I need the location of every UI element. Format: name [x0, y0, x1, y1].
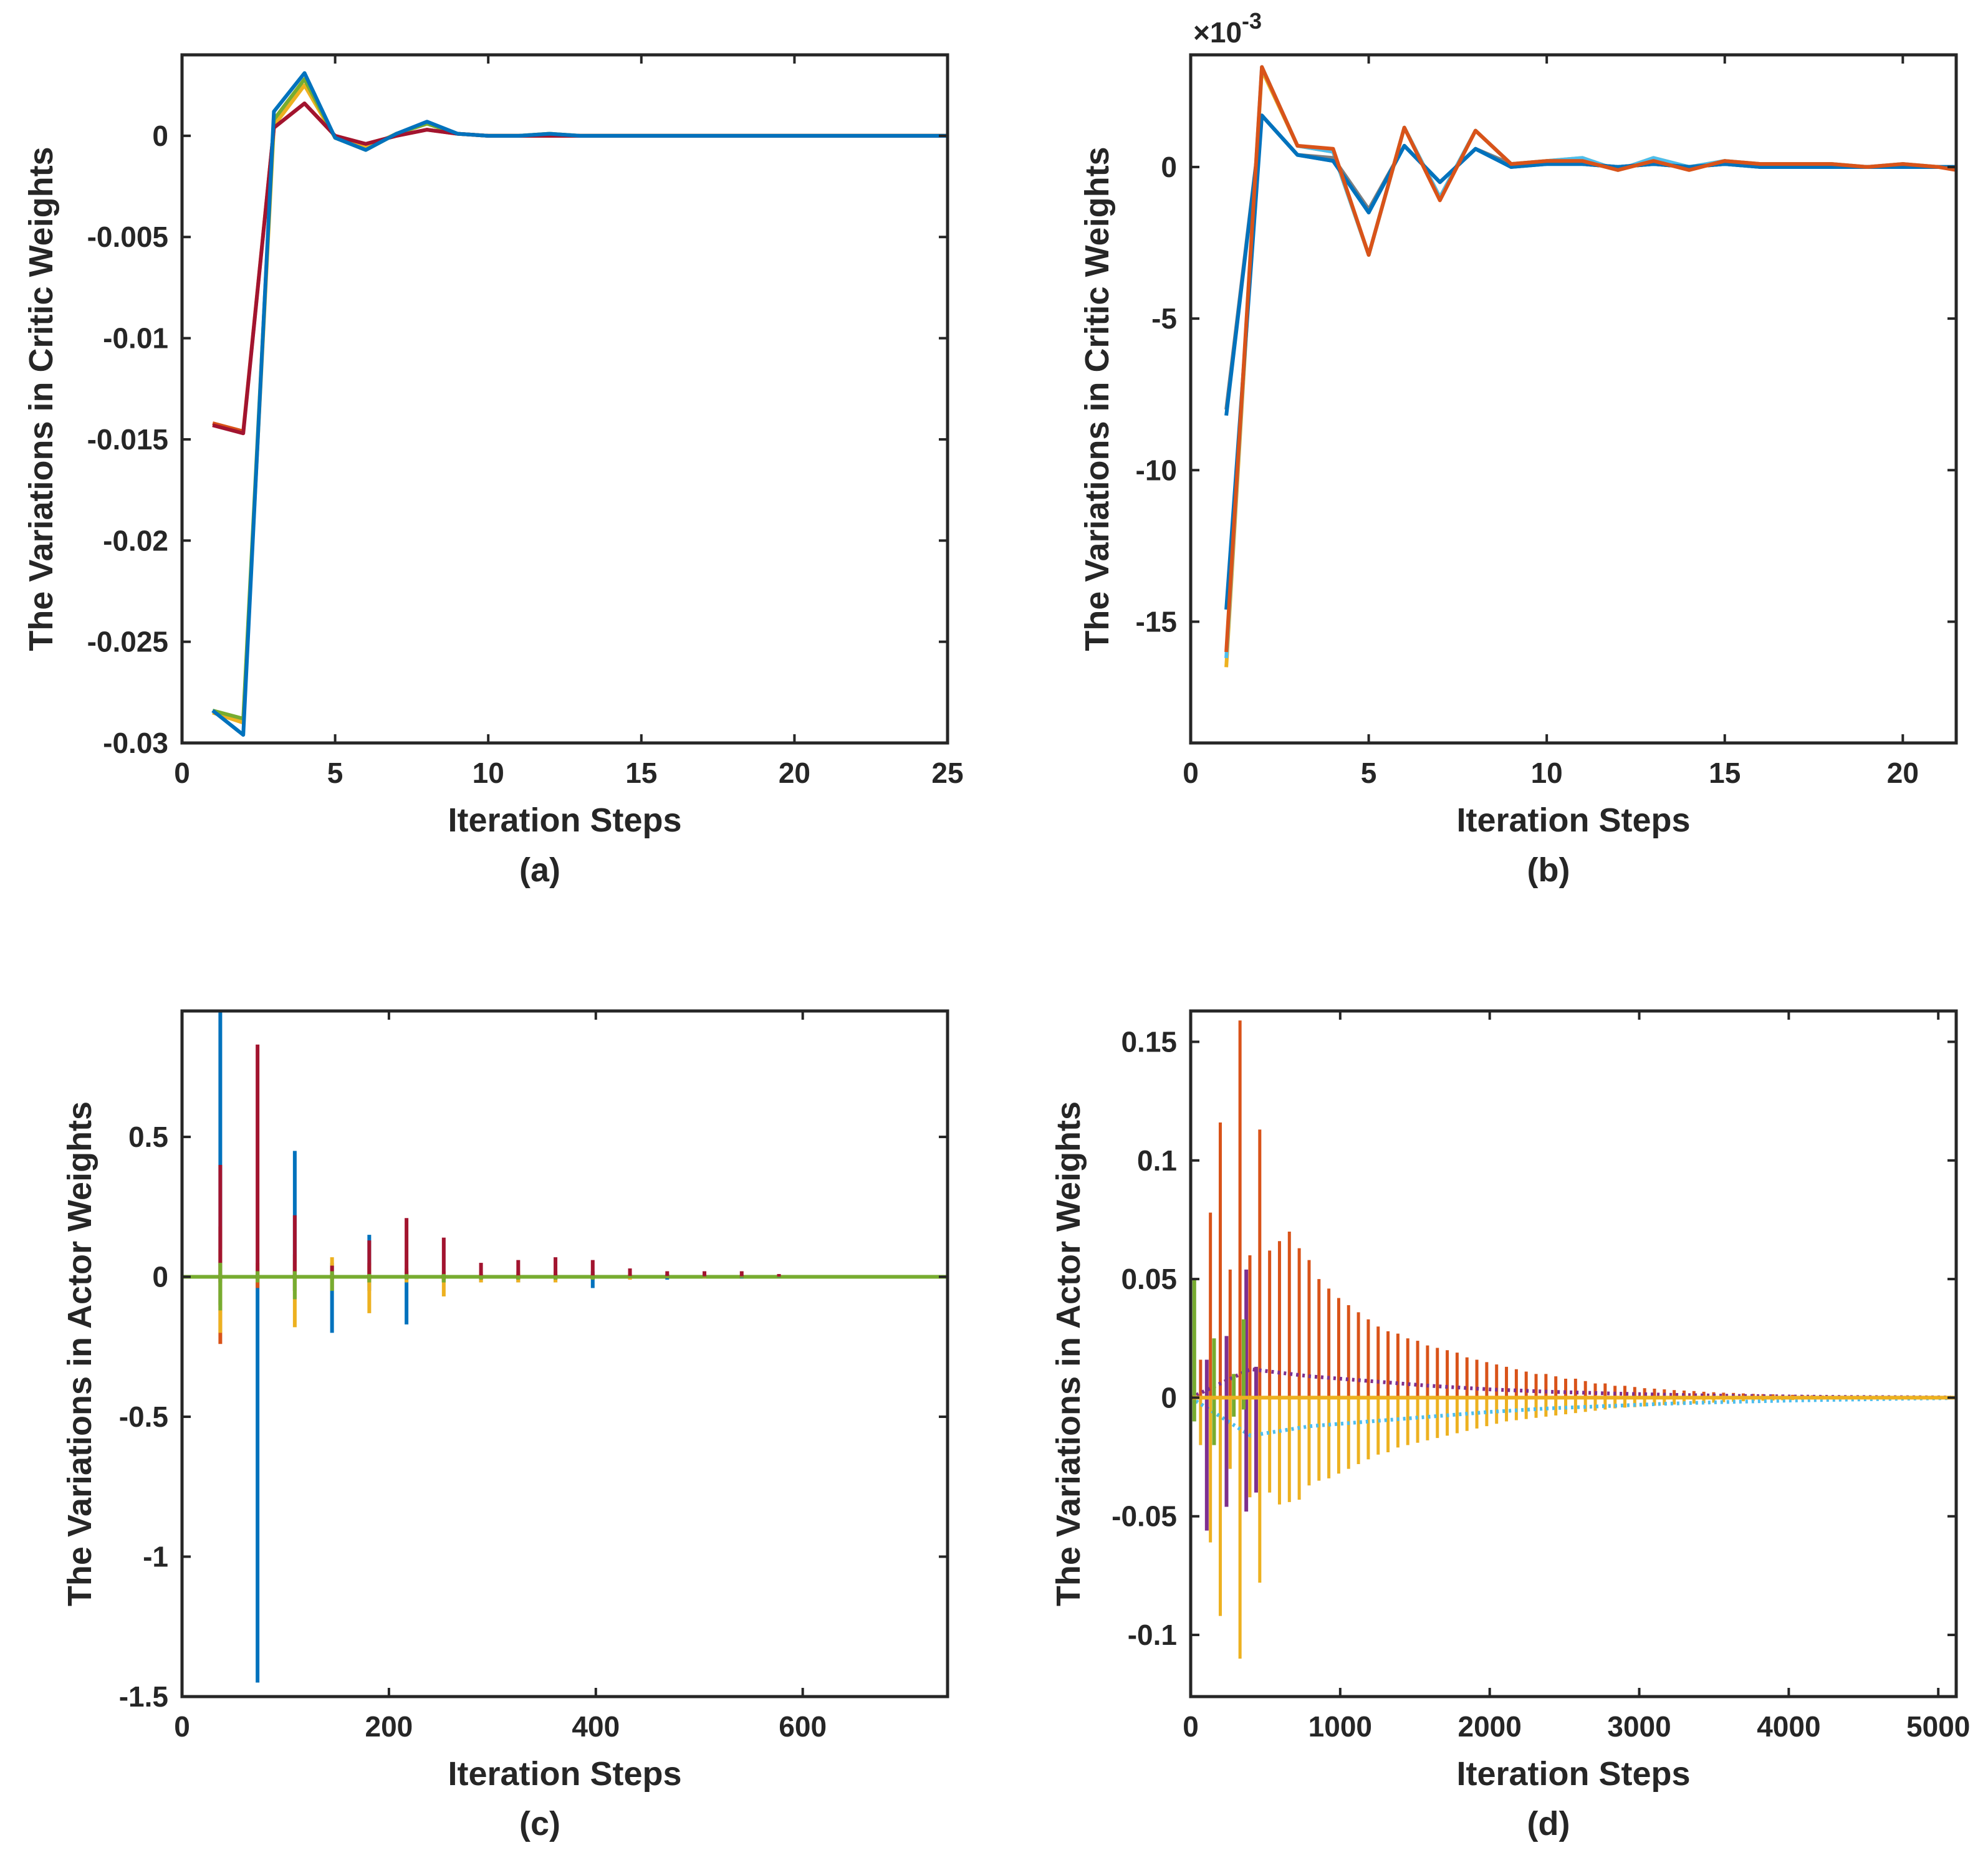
- y-axis-label-a: The Variations in Critic Weights: [22, 146, 60, 651]
- y-tick-label-c: -0.5: [119, 1401, 168, 1433]
- y-tick-label-c: 0.5: [128, 1121, 168, 1153]
- y-tick-label-a: -0.02: [103, 524, 168, 557]
- x-tick-label-b: 20: [1887, 757, 1919, 789]
- x-axis-label-d: Iteration Steps: [1456, 1755, 1690, 1793]
- y-tick-label-d: 0.05: [1121, 1263, 1177, 1295]
- y-tick-label-a: 0: [152, 120, 168, 152]
- series-line-a-w2: [212, 77, 948, 721]
- y-axis-label-d: The Variations in Actor Weights: [1050, 1101, 1087, 1606]
- x-tick-label-a: 0: [174, 757, 190, 789]
- x-axis-label-c: Iteration Steps: [448, 1755, 681, 1793]
- y-tick-label-d: -0.1: [1128, 1619, 1177, 1651]
- x-tick-label-d: 1000: [1309, 1710, 1372, 1743]
- axes-box-d: [1189, 1009, 1958, 1698]
- y-tick-label-b: -15: [1136, 605, 1177, 638]
- x-tick-label-d: 2000: [1458, 1710, 1522, 1743]
- x-axis-label-b: Iteration Steps: [1456, 802, 1690, 839]
- x-tick-label-d: 4000: [1757, 1710, 1820, 1743]
- y-axis-label-b: The Variations in Critic Weights: [1078, 146, 1116, 651]
- y-tick-label-b: 0: [1161, 151, 1177, 183]
- y-tick-label-d: 0.15: [1121, 1025, 1177, 1058]
- axes-box-c: [180, 1009, 949, 1698]
- panel-d: 0 1000 2000 3000 4000 5000 -0.1 -0.05 0 0.05 0.1 0.…: [1050, 1009, 1970, 1842]
- x-tick-label-b: 10: [1531, 757, 1563, 789]
- y-tick-label-d: -0.05: [1112, 1500, 1177, 1533]
- panel-b: 0 5 10 15 20 -15 -10 -5 0 Iteration Steps The Vari…: [1078, 8, 1958, 889]
- y-axis-label-c: The Variations in Actor Weights: [61, 1101, 98, 1606]
- y-tick-label-b: -5: [1151, 302, 1177, 335]
- x-tick-label-c: 400: [572, 1710, 620, 1743]
- x-tick-label-a: 25: [931, 757, 963, 789]
- envelope-d-purple: [1191, 1367, 1951, 1400]
- x-tick-label-b: 5: [1361, 757, 1377, 789]
- series-line-a-w4: [212, 101, 948, 436]
- panel-a: 0 5 10 15 20 25 -0.03 -0.025 -0.02 -0.015 -0.01 -0.…: [22, 53, 964, 889]
- series-line-a-w5: [211, 71, 948, 737]
- exponent-label-b: ×10-3: [1193, 8, 1262, 49]
- x-tick-label-b: 0: [1183, 757, 1199, 789]
- x-axis-label-a: Iteration Steps: [448, 802, 681, 839]
- plot-area-d: [1191, 1020, 1956, 1659]
- plot-area-c: [182, 1011, 948, 1683]
- axes-box-a: [180, 53, 949, 745]
- x-tick-label-c: 200: [365, 1710, 413, 1743]
- panel-c: 0 200 400 600 -1.5 -1 -0.5 0 0.5 Iteration Steps T…: [61, 1009, 949, 1842]
- y-tick-label-c: 0: [152, 1261, 168, 1293]
- exponent-power-b: -3: [1242, 8, 1262, 34]
- x-tick-label-a: 10: [473, 757, 504, 789]
- x-tick-label-c: 600: [779, 1710, 827, 1743]
- x-tick-label-d: 0: [1183, 1710, 1199, 1743]
- series-line-b-w5: [1224, 113, 1956, 610]
- plot-area-a: [211, 71, 948, 737]
- axes-box-b: [1189, 53, 1958, 745]
- y-tick-label-a: -0.025: [87, 626, 168, 658]
- x-tick-label-b: 15: [1709, 757, 1741, 789]
- series-line-a-w3: [212, 101, 948, 433]
- envelope-d-cyan: [1191, 1396, 1951, 1438]
- caption-d: (d): [1527, 1805, 1570, 1842]
- y-tick-label-c: -1.5: [119, 1680, 168, 1713]
- y-tick-label-d: 0.1: [1137, 1144, 1177, 1177]
- y-tick-label-a: -0.03: [103, 727, 168, 759]
- x-tick-label-d: 5000: [1906, 1710, 1970, 1743]
- x-tick-label-a: 20: [779, 757, 810, 789]
- x-tick-label-a: 5: [327, 757, 343, 789]
- series-line-b-w6: [1224, 65, 1956, 653]
- x-tick-label-a: 15: [625, 757, 657, 789]
- y-tick-label-d: 0: [1161, 1381, 1177, 1414]
- y-tick-label-b: -10: [1136, 454, 1177, 486]
- caption-c: (c): [519, 1805, 560, 1842]
- caption-a: (a): [519, 851, 560, 889]
- y-tick-label-a: -0.01: [103, 322, 168, 355]
- x-tick-label-d: 3000: [1607, 1710, 1671, 1743]
- series-line-a-w1: [212, 83, 948, 725]
- x-tick-label-c: 0: [174, 1710, 190, 1743]
- plot-area-b: [1224, 65, 1956, 668]
- y-tick-label-a: -0.015: [87, 423, 168, 456]
- y-tick-label-a: -0.005: [87, 221, 168, 253]
- y-tick-label-c: -1: [143, 1541, 168, 1573]
- caption-b: (b): [1527, 851, 1570, 889]
